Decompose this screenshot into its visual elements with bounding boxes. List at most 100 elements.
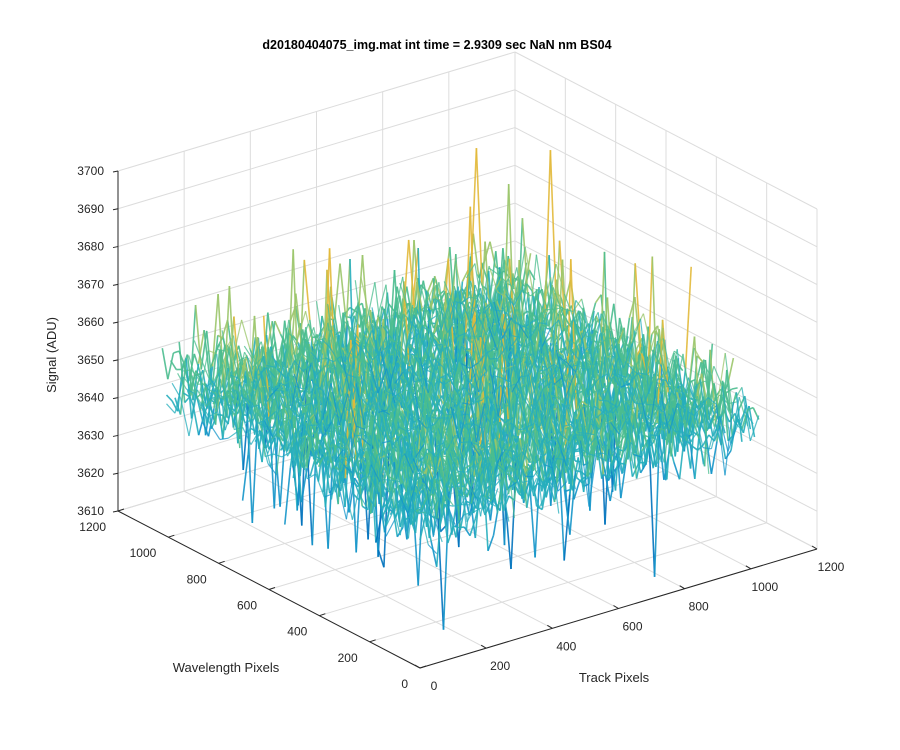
surface-segment (678, 429, 686, 480)
surface-segment (596, 455, 606, 462)
surface-segment (183, 369, 192, 372)
surface-segment (463, 441, 473, 473)
surface-segment (273, 453, 283, 458)
surface-segment (196, 389, 207, 407)
surface-segment (493, 430, 504, 463)
surface-segment (334, 465, 345, 493)
surface-segment (366, 362, 377, 388)
surface-segment (246, 371, 257, 421)
surface-segment (446, 467, 457, 492)
surface-segment (322, 449, 330, 493)
surface-segment (573, 480, 581, 500)
surface-segment (267, 432, 277, 454)
surface-segment (706, 404, 714, 437)
surface-segment (477, 467, 487, 502)
surface-segment (619, 462, 626, 466)
surface-segment (385, 336, 396, 384)
surface-segment (594, 452, 604, 455)
surface-segment (355, 339, 365, 347)
surface-segment (250, 427, 257, 433)
surface-segment (620, 459, 628, 499)
surface-segment (741, 409, 749, 429)
surface-segment (453, 504, 462, 507)
surface-segment (342, 464, 353, 473)
surface-segment (720, 369, 728, 446)
surface-segment (197, 329, 205, 364)
surface-segment (285, 327, 296, 401)
surface-segment (260, 341, 271, 374)
surface-segment (266, 367, 276, 378)
surface-segment (353, 359, 363, 439)
surface-segment (255, 403, 266, 414)
surface-segment (389, 504, 397, 516)
surface-segment (238, 378, 248, 421)
surface-segment (470, 442, 481, 457)
surface-segment (267, 410, 277, 420)
surface-segment (637, 435, 645, 466)
surface-segment (250, 429, 261, 445)
grid-line (117, 202, 516, 323)
surface-segment (378, 409, 388, 413)
surface-segment (288, 348, 299, 388)
surface-segment (524, 475, 534, 478)
surface-segment (432, 427, 442, 468)
surface-segment (493, 446, 504, 471)
surface-segment (563, 423, 573, 427)
surface-segment (406, 374, 416, 458)
surface-segment (306, 473, 317, 480)
surface-segment (349, 305, 360, 392)
surface-segment (577, 457, 585, 493)
surface-segment (447, 258, 455, 359)
surface-segment (331, 296, 339, 332)
surface-segment (243, 351, 254, 368)
surface-segment (496, 463, 506, 473)
surface-segment (576, 477, 583, 484)
surface-segment (527, 477, 538, 499)
surface-segment (480, 492, 490, 515)
surface-segment (426, 448, 436, 458)
surface-segment (323, 443, 333, 456)
surface-segment (263, 356, 273, 391)
surface-segment (455, 514, 465, 527)
surface-segment (325, 364, 334, 367)
surface-segment (635, 450, 643, 479)
surface-segment (501, 385, 511, 444)
surface-segment (521, 434, 531, 467)
surface-segment (402, 239, 410, 320)
surface-segment (526, 283, 533, 292)
surface-segment (532, 464, 543, 478)
surface-segment (261, 399, 269, 463)
surface-segment (710, 441, 718, 475)
surface-segment (328, 446, 339, 483)
surface-segment (414, 444, 425, 458)
surface-segment (382, 342, 393, 351)
surface-segment (658, 427, 665, 431)
surface-segment (445, 387, 455, 426)
surface-segment (418, 477, 429, 501)
surface-segment (399, 495, 409, 539)
surface-segment (724, 450, 732, 460)
surface-segment (561, 259, 569, 366)
surface-segment (338, 393, 349, 426)
surface-segment (385, 498, 393, 525)
surface-segment (461, 269, 469, 282)
surface-segment (505, 470, 515, 472)
surface-segment (349, 423, 357, 553)
surface-segment (608, 446, 618, 459)
surface-segment (291, 381, 302, 407)
surface-segment (580, 471, 588, 477)
surface-segment (258, 418, 268, 424)
surface-segment (620, 432, 628, 459)
surface-segment (594, 294, 602, 304)
surface-segment (609, 469, 617, 502)
surface-segment (358, 359, 368, 364)
surface-segment (288, 332, 298, 341)
surface-segment (474, 463, 484, 497)
surface-segment (221, 330, 232, 376)
surface-segment (319, 367, 329, 390)
surface-segment (319, 317, 329, 341)
surface-segment (438, 470, 448, 505)
surface-segment (415, 409, 425, 485)
surface-segment (211, 294, 219, 367)
grid-line (319, 496, 717, 617)
